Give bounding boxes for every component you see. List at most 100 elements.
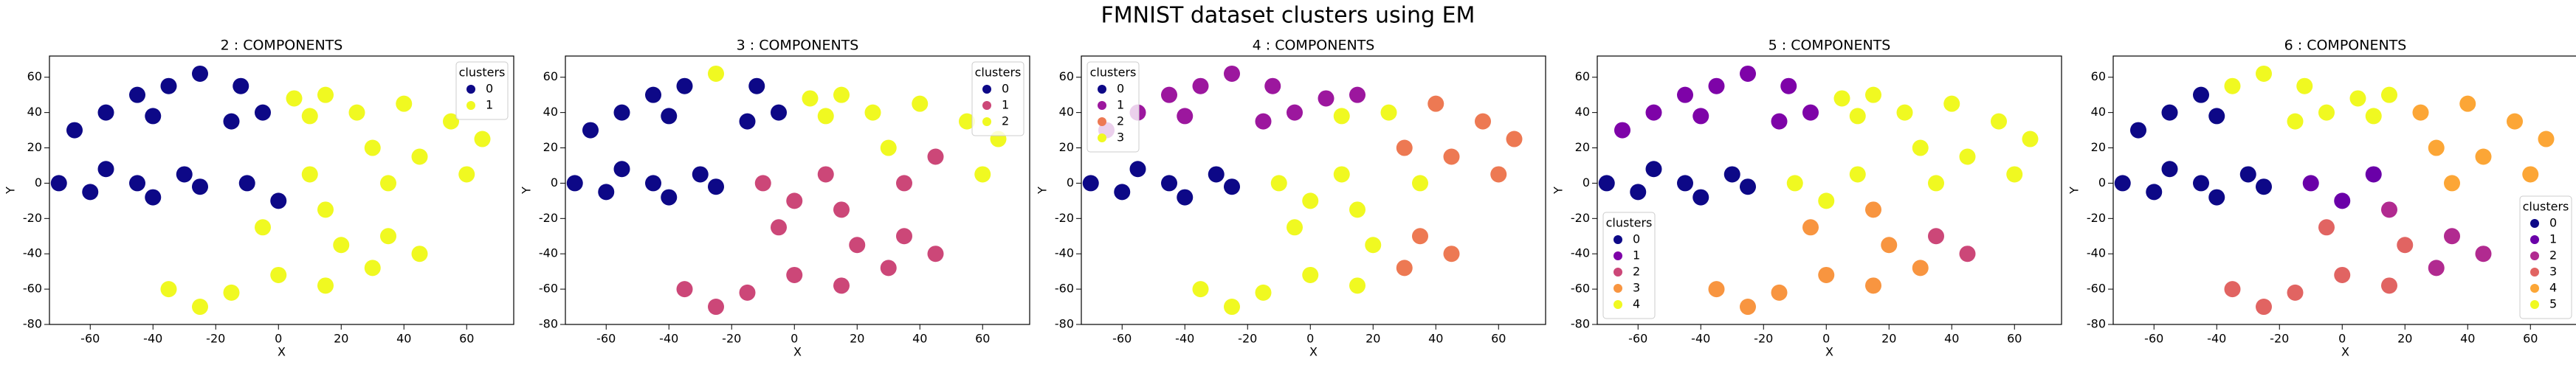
legend-marker bbox=[1614, 268, 1622, 277]
axes-frame bbox=[49, 55, 514, 325]
x-tick-label: 40 bbox=[396, 332, 411, 346]
point bbox=[676, 77, 693, 94]
point bbox=[2193, 175, 2209, 192]
point bbox=[1928, 228, 1944, 245]
y-tick-label: -20 bbox=[1571, 211, 1590, 225]
y-tick-label: 0 bbox=[1583, 175, 1590, 190]
legend-marker bbox=[466, 101, 475, 110]
y-tick-label: -80 bbox=[23, 317, 42, 331]
y-tick-label: -60 bbox=[2087, 282, 2106, 296]
point bbox=[974, 166, 991, 183]
point bbox=[1912, 260, 1929, 277]
point bbox=[1928, 175, 1944, 192]
point bbox=[1224, 299, 1240, 316]
legend-label: 3 bbox=[1117, 131, 1124, 145]
point bbox=[176, 166, 193, 183]
point bbox=[2256, 178, 2272, 195]
point bbox=[1708, 77, 1725, 94]
point bbox=[708, 178, 724, 195]
point bbox=[1443, 148, 1460, 165]
point bbox=[2444, 175, 2460, 192]
point bbox=[1270, 175, 1287, 192]
y-tick-label: -20 bbox=[2087, 211, 2106, 225]
point bbox=[613, 161, 630, 178]
point bbox=[1302, 266, 1319, 283]
y-tick-label: -60 bbox=[23, 282, 42, 296]
legend-label: 1 bbox=[2549, 232, 2557, 246]
x-tick-label: 60 bbox=[2523, 332, 2538, 346]
point bbox=[2193, 86, 2209, 103]
x-tick-label: 40 bbox=[1428, 332, 1443, 346]
point bbox=[661, 189, 678, 206]
point bbox=[2318, 219, 2335, 236]
y-tick-label: 40 bbox=[1575, 105, 1590, 119]
point bbox=[864, 104, 881, 121]
plot-area bbox=[50, 65, 491, 316]
point bbox=[333, 237, 350, 254]
point bbox=[2522, 166, 2539, 183]
y-tick-label: -40 bbox=[1571, 246, 1590, 260]
y-tick-label: -80 bbox=[1571, 317, 1590, 331]
point bbox=[270, 266, 287, 283]
point bbox=[1208, 166, 1225, 183]
point bbox=[411, 148, 428, 165]
y-tick-label: 20 bbox=[1575, 140, 1590, 154]
legend-title: clusters bbox=[975, 66, 1022, 80]
point bbox=[912, 95, 929, 112]
point bbox=[317, 277, 334, 294]
point bbox=[1740, 299, 1756, 316]
point bbox=[880, 139, 897, 156]
x-tick-label: 20 bbox=[334, 332, 348, 346]
legend-box bbox=[2519, 195, 2572, 319]
y-tick-label: 0 bbox=[2098, 175, 2106, 190]
point bbox=[833, 277, 850, 294]
point bbox=[1114, 184, 1131, 201]
point bbox=[2208, 189, 2225, 206]
plot-area bbox=[1082, 65, 1523, 316]
x-axis-label: X bbox=[278, 345, 286, 359]
y-tick-label: 40 bbox=[2091, 105, 2106, 119]
point bbox=[474, 131, 491, 147]
point bbox=[2224, 281, 2241, 298]
point bbox=[2287, 284, 2304, 301]
point bbox=[317, 201, 334, 218]
point bbox=[1318, 90, 1335, 107]
subplot-title: 2 : COMPONENTS bbox=[221, 38, 343, 54]
point bbox=[1412, 228, 1428, 245]
plot-area bbox=[2114, 65, 2555, 316]
legend-label: 3 bbox=[2549, 265, 2557, 279]
point bbox=[2146, 184, 2163, 201]
legend-label: 2 bbox=[2549, 248, 2557, 263]
x-tick-label: 0 bbox=[1306, 332, 1314, 346]
point bbox=[1224, 178, 1240, 195]
point bbox=[145, 189, 162, 206]
point bbox=[927, 148, 944, 165]
point bbox=[2459, 95, 2476, 112]
point bbox=[896, 228, 912, 245]
point bbox=[192, 178, 208, 195]
point bbox=[2475, 246, 2492, 263]
point bbox=[411, 246, 428, 263]
legend-marker bbox=[1098, 101, 1106, 110]
x-tick-label: -20 bbox=[2270, 332, 2289, 346]
point bbox=[1771, 284, 1788, 301]
subplot-title: 5 : COMPONENTS bbox=[1769, 38, 1891, 54]
y-tick-label: 40 bbox=[27, 105, 42, 119]
legend-marker bbox=[2530, 219, 2539, 228]
legend-label: 1 bbox=[1117, 98, 1124, 112]
legend-label: 1 bbox=[1633, 248, 1640, 263]
x-tick-label: -40 bbox=[2207, 332, 2226, 346]
y-tick-label: -20 bbox=[539, 211, 558, 225]
x-tick-label: 0 bbox=[275, 332, 282, 346]
point bbox=[786, 266, 803, 283]
point bbox=[1865, 201, 1881, 218]
point bbox=[380, 175, 396, 192]
legend-marker bbox=[1614, 235, 1622, 244]
point bbox=[301, 108, 318, 125]
point bbox=[1881, 237, 1898, 254]
legend-marker bbox=[2530, 235, 2539, 244]
point bbox=[2006, 166, 2023, 183]
point bbox=[2114, 175, 2131, 192]
point bbox=[1255, 113, 1272, 130]
point bbox=[748, 77, 765, 94]
